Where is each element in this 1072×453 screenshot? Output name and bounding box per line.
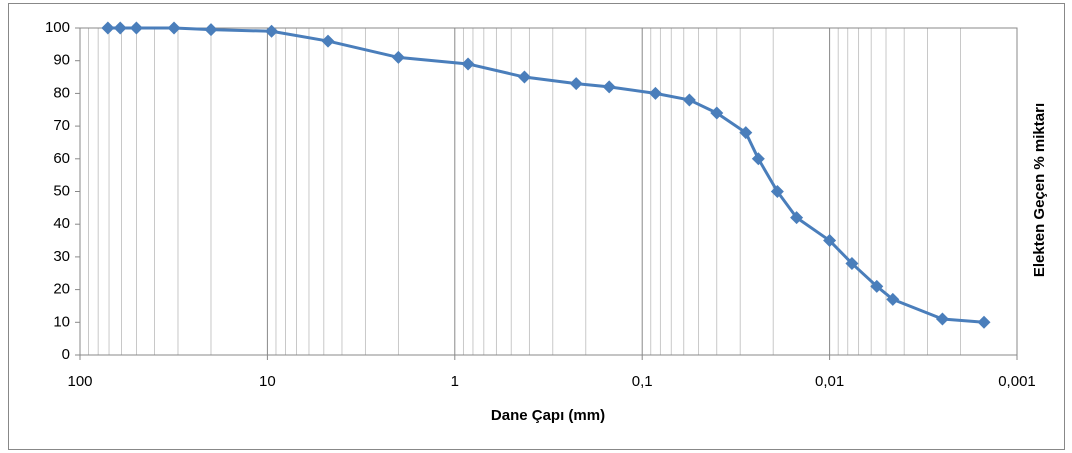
data-point	[977, 315, 991, 329]
y-tick-label: 10	[53, 313, 70, 330]
data-point	[101, 21, 115, 35]
data-point	[265, 24, 279, 38]
plot-area	[79, 27, 1018, 356]
data-point	[167, 21, 181, 35]
y-tick-label: 30	[53, 248, 70, 265]
data-point	[823, 234, 837, 248]
x-tick-label: 1	[451, 373, 459, 390]
data-point	[710, 106, 724, 120]
data-point	[770, 185, 784, 198]
data-point	[751, 152, 765, 166]
data-point	[204, 23, 218, 37]
data-point	[790, 211, 804, 225]
data-point	[886, 292, 900, 306]
y-tick-label: 40	[53, 215, 70, 232]
data-point	[682, 93, 696, 107]
data-point	[321, 34, 335, 48]
chart-frame	[8, 3, 1065, 450]
data-point	[391, 50, 405, 64]
data-point	[569, 77, 583, 91]
data-point	[461, 57, 475, 71]
y-tick-label: 50	[53, 182, 70, 199]
y-axis-label: Elekten Geçen % miktarı	[1031, 103, 1048, 277]
y-tick-label: 0	[62, 346, 70, 363]
data-point	[113, 21, 127, 35]
data-point	[602, 80, 616, 94]
data-point	[517, 70, 531, 84]
y-tick-label: 90	[53, 52, 70, 69]
x-tick-label: 100	[67, 373, 92, 390]
data-point	[129, 21, 143, 35]
x-tick-label: 10	[259, 373, 276, 390]
x-tick-label: 0,1	[632, 373, 653, 390]
x-axis-label: Dane Çapı (mm)	[491, 407, 605, 424]
y-tick-label: 20	[53, 281, 70, 298]
x-tick-label: 0,001	[998, 373, 1036, 390]
x-tick-label: 0,01	[815, 373, 844, 390]
data-point	[935, 312, 949, 326]
data-point	[845, 256, 859, 270]
data-point	[870, 279, 884, 293]
y-tick-label: 100	[45, 19, 70, 36]
y-tick-label: 70	[53, 117, 70, 134]
y-tick-label: 60	[53, 150, 70, 167]
data-point	[739, 126, 753, 140]
data-point	[648, 86, 662, 100]
y-tick-label: 80	[53, 84, 70, 101]
